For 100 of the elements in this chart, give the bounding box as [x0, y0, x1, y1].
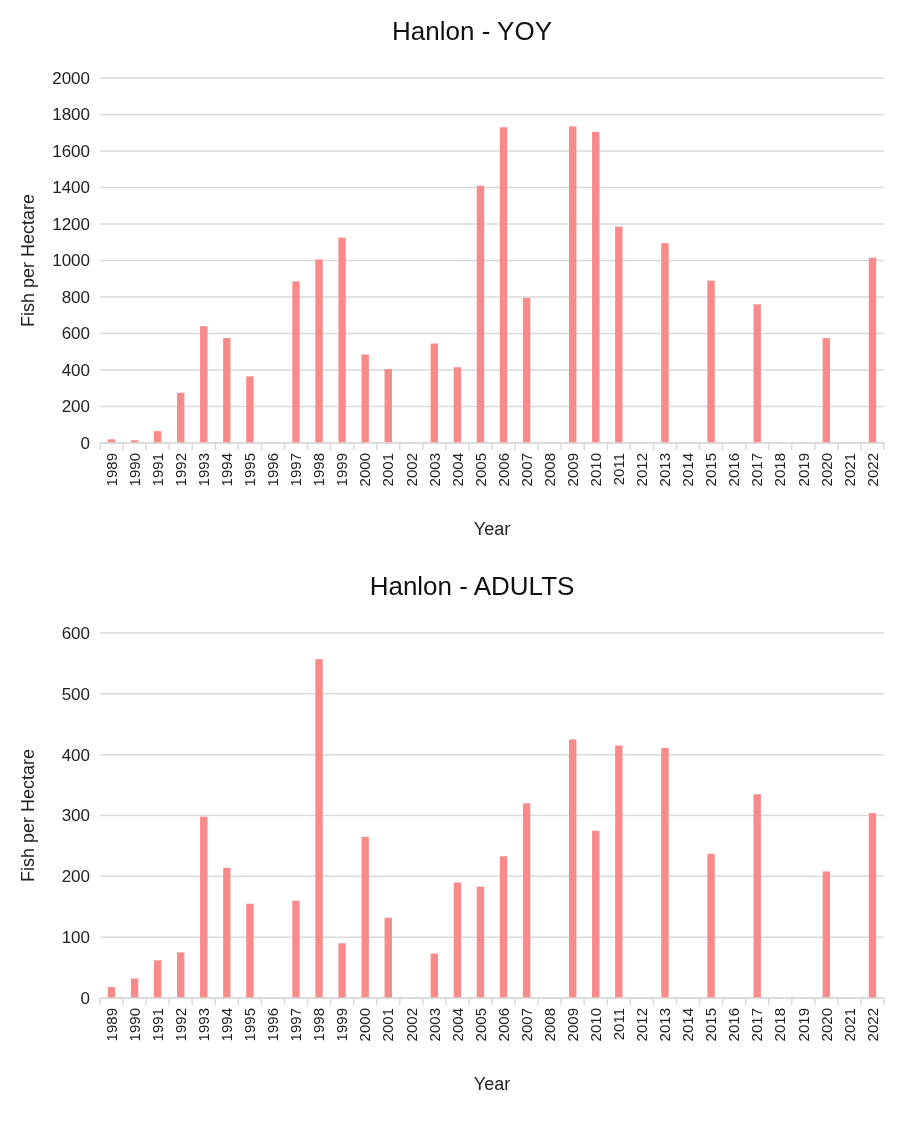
bar: [592, 830, 600, 998]
bar: [361, 836, 369, 998]
bar: [384, 369, 392, 443]
x-tick-label: 1990: [125, 453, 143, 487]
y-tick-label: 200: [61, 397, 90, 417]
bar: [338, 237, 346, 443]
bar: [822, 871, 831, 998]
bar: [246, 376, 254, 443]
x-tick-label: 1995: [241, 1008, 259, 1042]
x-tick-label: 2002: [402, 1008, 420, 1042]
y-tick-label: 2000: [52, 68, 90, 88]
x-tick-label: 1998: [310, 453, 328, 487]
bar: [453, 367, 462, 443]
x-tick-label: 2011: [610, 453, 628, 486]
x-tick-label: 2005: [471, 1008, 489, 1042]
bar: [499, 127, 508, 443]
x-tick-label: 2021: [840, 1008, 858, 1042]
x-tick-label: 1995: [241, 453, 259, 487]
x-tick-label: 1996: [264, 453, 282, 487]
bar: [661, 243, 669, 443]
bar: [707, 280, 715, 443]
bar: [476, 185, 485, 443]
bar: [499, 856, 508, 998]
y-tick-label: 200: [61, 867, 90, 887]
y-tick-label: 500: [61, 684, 90, 704]
x-tick-label: 2003: [425, 1008, 443, 1042]
x-tick-label: 2003: [425, 453, 443, 487]
y-tick-label: 1000: [52, 251, 90, 271]
x-tick-label: 2017: [748, 453, 766, 487]
x-tick-label: 2004: [448, 1008, 466, 1042]
x-tick-label: 2006: [494, 453, 512, 487]
y-tick-label: 800: [61, 287, 90, 307]
x-tick-label: 1993: [195, 453, 213, 487]
x-tick-label: 2001: [379, 1008, 397, 1042]
bar: [615, 226, 623, 443]
x-tick-label: 2012: [633, 453, 651, 487]
bar: [246, 903, 254, 998]
x-tick-label: 2018: [771, 453, 789, 487]
y-tick-label: 100: [61, 928, 90, 948]
y-tick-label: 300: [61, 806, 90, 826]
bar: [223, 867, 231, 998]
x-tick-label: 2012: [633, 1008, 651, 1042]
bar: [522, 803, 531, 998]
bar: [200, 816, 208, 998]
x-tick-label: 2021: [840, 453, 858, 487]
x-tick-label: 1991: [148, 1008, 166, 1042]
x-tick-label: 2020: [817, 453, 835, 487]
x-tick-label: 2016: [725, 1008, 743, 1042]
x-tick-label: 1994: [218, 1008, 236, 1042]
bar: [361, 354, 369, 443]
bar: [661, 747, 669, 998]
bar: [753, 304, 761, 443]
x-tick-label: 2009: [563, 453, 581, 487]
y-tick-label: 0: [80, 988, 90, 1008]
bar: [292, 900, 300, 998]
y-axis-title: Fish per Hectare: [18, 748, 38, 883]
bar: [522, 297, 531, 443]
y-tick-label: 400: [61, 360, 90, 380]
x-tick-label: 2018: [771, 1008, 789, 1042]
y-tick-label: 1800: [52, 105, 90, 125]
x-tick-label: 1989: [102, 1008, 120, 1042]
bar: [569, 739, 577, 998]
x-tick-label: 2019: [794, 453, 812, 487]
y-tick-label: 0: [80, 433, 90, 453]
bar: [315, 259, 323, 443]
x-tick-label: 2008: [540, 453, 558, 487]
y-tick-label: 1600: [52, 141, 90, 161]
bar: [384, 917, 392, 998]
x-tick-label: 2022: [863, 453, 881, 487]
x-tick-label: 1992: [171, 1008, 189, 1042]
x-tick-label: 2000: [356, 1008, 374, 1042]
x-tick-label: 2011: [610, 1008, 628, 1041]
x-tick-label: 1991: [148, 453, 166, 487]
x-tick-label: 2016: [725, 453, 743, 487]
x-tick-label: 2010: [587, 453, 605, 487]
bar: [200, 326, 208, 443]
y-tick-label: 400: [61, 745, 90, 765]
x-tick-label: 1997: [287, 453, 305, 487]
bar: [592, 131, 600, 443]
x-tick-label: 2005: [471, 453, 489, 487]
x-tick-label: 1999: [333, 1008, 351, 1042]
x-tick-label: 2001: [379, 453, 397, 487]
chart-title: Hanlon - ADULTS: [369, 571, 575, 601]
x-tick-label: 2000: [356, 453, 374, 487]
bar: [476, 886, 485, 998]
x-tick-label: 1998: [310, 1008, 328, 1042]
x-tick-label: 2013: [656, 1008, 674, 1042]
bar: [615, 745, 623, 998]
bar: [430, 343, 439, 443]
y-tick-label: 1400: [52, 178, 90, 198]
bar: [868, 813, 877, 998]
bar: [153, 960, 162, 998]
y-tick-label: 600: [61, 623, 90, 643]
y-tick-label: 600: [61, 324, 90, 344]
x-tick-label: 2019: [794, 1008, 812, 1042]
x-tick-label: 1992: [171, 453, 189, 487]
x-tick-label: 1990: [125, 1008, 143, 1042]
bar: [315, 659, 323, 998]
bar: [177, 952, 185, 998]
x-tick-label: 1994: [218, 453, 236, 487]
